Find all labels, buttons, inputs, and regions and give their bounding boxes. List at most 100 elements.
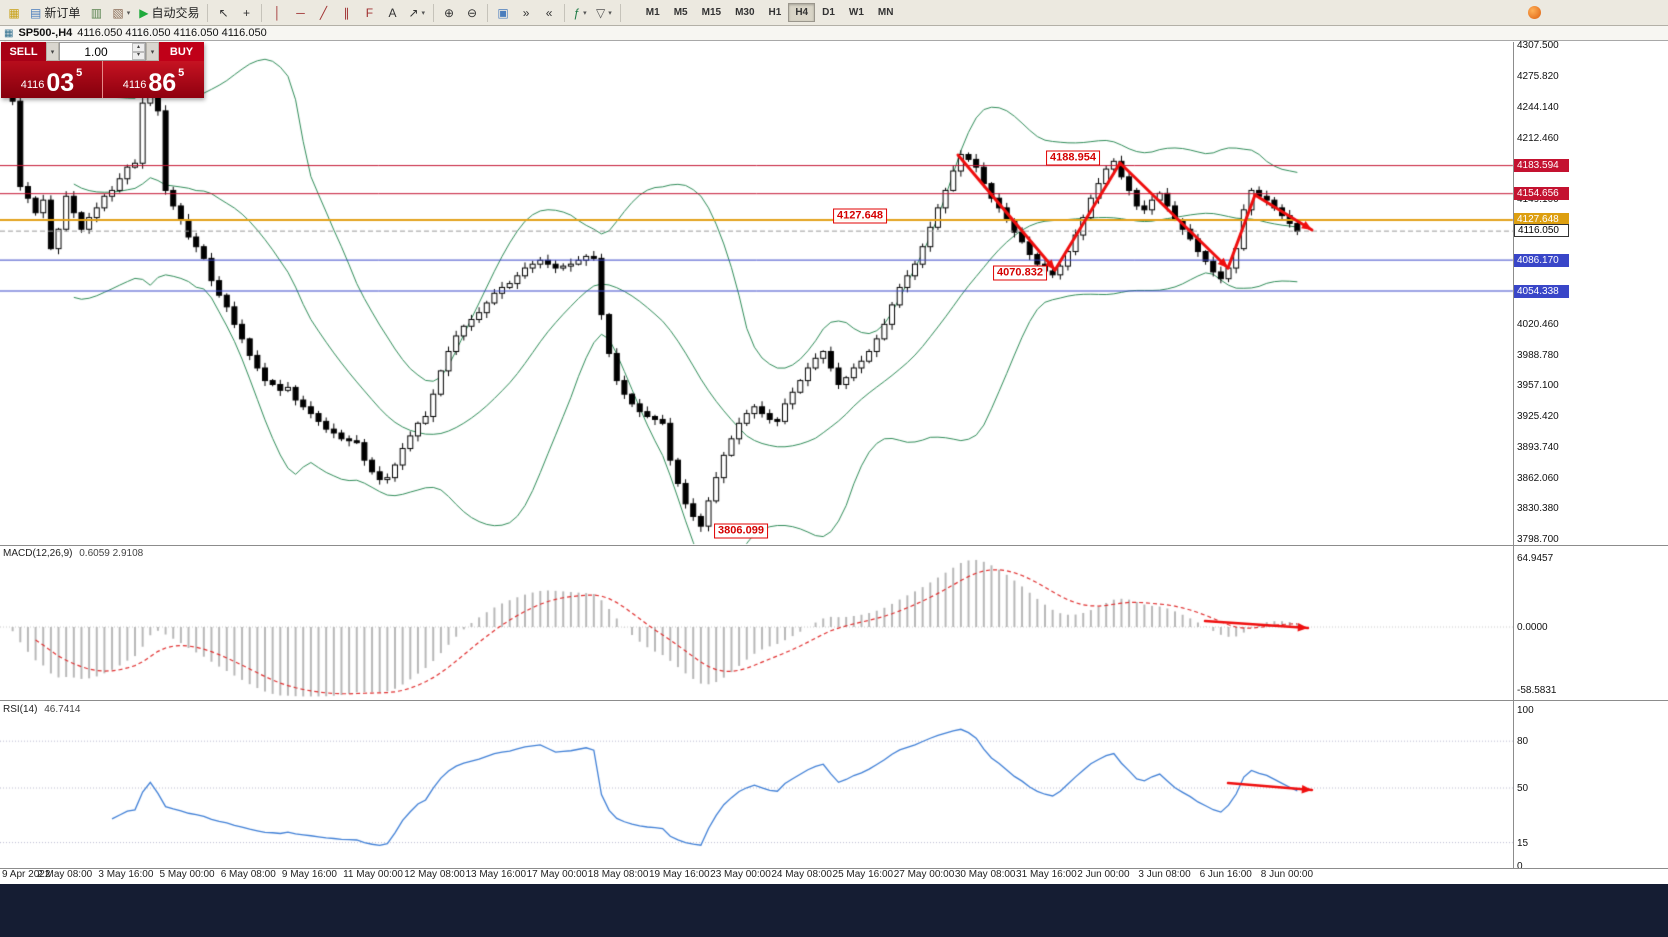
volume-increase-button[interactable]: ▴ (132, 43, 145, 52)
trade-header-row: SELL ▾ ▴ ▾ ▾ BUY (1, 42, 204, 61)
sell-price-button[interactable]: 4116 03 5 (1, 61, 103, 98)
autotrading-button[interactable]: ▶ 自动交易 (135, 2, 203, 24)
macd-indicator-label: MACD(12,26,9) 0.6059 2.9108 (3, 548, 143, 559)
dropdown-caret-icon: ▾ (608, 9, 612, 17)
chart-shift-icon[interactable]: « (538, 2, 560, 24)
new-order-button[interactable]: ▤ 新订单 (26, 2, 84, 24)
sell-price-base: 4116 (20, 79, 45, 91)
text-label-icon[interactable]: A (381, 2, 403, 24)
timeframe-w1-button[interactable]: W1 (842, 3, 871, 22)
arrows-tool-icon[interactable]: ↗ ▾ (404, 2, 429, 24)
trade-price-row: 4116 03 5 4116 86 5 (1, 61, 204, 98)
volume-box: ▴ ▾ (59, 42, 146, 61)
chart-ohlc-values: 4116.050 4116.050 4116.050 4116.050 (77, 27, 267, 39)
cursor-icon[interactable]: ↖ (212, 2, 234, 24)
new-chart-icon-glyph: ▥ (90, 5, 103, 20)
pane-separator[interactable] (0, 700, 1668, 701)
dropdown-caret-icon: ▾ (583, 9, 587, 17)
autotrading-button-label: 自动交易 (151, 6, 200, 20)
dropdown-caret-icon: ▾ (126, 9, 131, 17)
price-axis-border (1513, 42, 1514, 868)
buy-price-sup: 5 (178, 67, 185, 79)
vertical-line-icon[interactable]: │ (266, 2, 288, 24)
toolbar-separator (207, 3, 209, 22)
buy-price-button[interactable]: 4116 86 5 (103, 61, 204, 98)
buy-options-caret-icon[interactable]: ▾ (146, 42, 159, 61)
zoom-out-icon[interactable]: ⊖ (461, 2, 483, 24)
buy-button[interactable]: BUY (159, 42, 204, 61)
one-click-trading-panel: SELL ▾ ▴ ▾ ▾ BUY 4116 03 5 4116 86 5 (1, 42, 204, 98)
terminal-logo-icon[interactable]: ▦ (3, 2, 25, 24)
equidistant-channel-icon-glyph: ∥ (343, 5, 350, 20)
sell-button[interactable]: SELL (1, 42, 46, 61)
main-toolbar: ▦ ▤ 新订单 ▥ ▧ ▾ ▶ 自动交易 ↖ + │ ─ ╱ ∥ F A ↗ ▾ ⊕ ⊖ ▣» «ƒ ▾ ▽ ▾ M1 M5 M15… (0, 0, 1668, 26)
rsi-indicator-label: RSI(14) 46.7414 (3, 704, 80, 715)
time-axis[interactable] (0, 868, 1513, 884)
toolbar-items: ▦ ▤ 新订单 ▥ ▧ ▾ ▶ 自动交易 ↖ + │ ─ ╱ ∥ F A ↗ ▾ ⊕ ⊖ ▣» «ƒ ▾ ▽ ▾ (3, 2, 624, 24)
terminal-logo-icon-glyph: ▦ (8, 5, 20, 20)
pane-separator[interactable] (0, 545, 1668, 546)
timeframe-m30-button[interactable]: M30 (728, 3, 761, 22)
tile-windows-icon[interactable]: ▣ (492, 2, 514, 24)
crosshair-icon-glyph: + (242, 5, 250, 20)
chart-title-bar: ▦ SP500-,H4 4116.050 4116.050 4116.050 4… (0, 26, 1668, 41)
cursor-icon-glyph: ↖ (218, 5, 229, 20)
templates-icon-glyph: ▽ (596, 5, 606, 20)
toolbar-separator (433, 3, 435, 22)
timeframe-h1-button[interactable]: H1 (762, 3, 789, 22)
dropdown-caret-icon: ▾ (421, 9, 426, 17)
timeframe-mn-button[interactable]: MN (871, 3, 901, 22)
toolbar-separator (261, 3, 263, 22)
equidistant-channel-icon[interactable]: ∥ (335, 2, 357, 24)
fibonacci-icon[interactable]: F (358, 2, 380, 24)
tile-windows-icon-glyph: ▣ (497, 5, 509, 20)
templates-icon[interactable]: ▽ ▾ (592, 2, 616, 24)
volume-decrease-button[interactable]: ▾ (132, 51, 145, 60)
timeframe-m5-button[interactable]: M5 (667, 3, 695, 22)
zoom-in-icon[interactable]: ⊕ (438, 2, 460, 24)
new-chart-icon[interactable]: ▥ (85, 2, 107, 24)
toolbar-separator (487, 3, 489, 22)
trendline-icon[interactable]: ╱ (312, 2, 334, 24)
crosshair-icon[interactable]: + (235, 2, 257, 24)
sell-options-caret-icon[interactable]: ▾ (46, 42, 59, 61)
new-order-button-label: 新订单 (44, 6, 81, 20)
sell-price-sup: 5 (76, 67, 83, 79)
chart-profiles-icon[interactable]: ▧ ▾ (108, 2, 134, 24)
indicators-icon-glyph: ƒ (573, 5, 581, 20)
timeframe-m1-button[interactable]: M1 (639, 3, 667, 22)
timeframe-group: M1 M5 M15 M30 H1 H4 D1 W1 MN (639, 3, 901, 22)
buy-price-base: 4116 (122, 79, 147, 91)
buy-price-big: 86 (148, 69, 177, 97)
sell-price-big: 03 (46, 69, 75, 97)
timeframe-m15-button[interactable]: M15 (695, 3, 728, 22)
alert-status-icon[interactable] (1528, 6, 1541, 19)
chart-profiles-icon-glyph: ▧ (112, 5, 124, 20)
toolbar-separator (619, 3, 621, 22)
zoom-out-icon-glyph: ⊖ (467, 5, 478, 20)
zoom-in-icon-glyph: ⊕ (444, 5, 455, 20)
volume-input[interactable] (60, 43, 132, 60)
horizontal-line-icon[interactable]: ─ (289, 2, 311, 24)
chart-shift-icon-glyph: « (545, 5, 553, 20)
price-axis[interactable] (1513, 42, 1668, 868)
timeframe-h4-button[interactable]: H4 (788, 3, 816, 22)
new-order-button-glyph: ▤ (30, 5, 42, 20)
rsi-name: RSI(14) (3, 704, 38, 715)
indicators-icon[interactable]: ƒ ▾ (569, 2, 591, 24)
autotrading-button-glyph: ▶ (139, 5, 149, 20)
rsi-value: 46.7414 (44, 704, 81, 715)
text-label-icon-glyph: A (388, 5, 397, 20)
macd-values: 0.6059 2.9108 (79, 548, 144, 559)
auto-scroll-icon[interactable]: » (515, 2, 537, 24)
fibonacci-icon-glyph: F (365, 5, 374, 20)
timeframe-d1-button[interactable]: D1 (815, 3, 842, 22)
chart-icon: ▦ (4, 27, 14, 39)
auto-scroll-icon-glyph: » (522, 5, 530, 20)
chart-symbol-period: SP500-,H4 (18, 27, 73, 39)
time-axis-border (0, 868, 1668, 869)
volume-spinner: ▴ ▾ (132, 43, 145, 60)
macd-name: MACD(12,26,9) (3, 548, 73, 559)
vertical-line-icon-glyph: │ (273, 5, 282, 20)
